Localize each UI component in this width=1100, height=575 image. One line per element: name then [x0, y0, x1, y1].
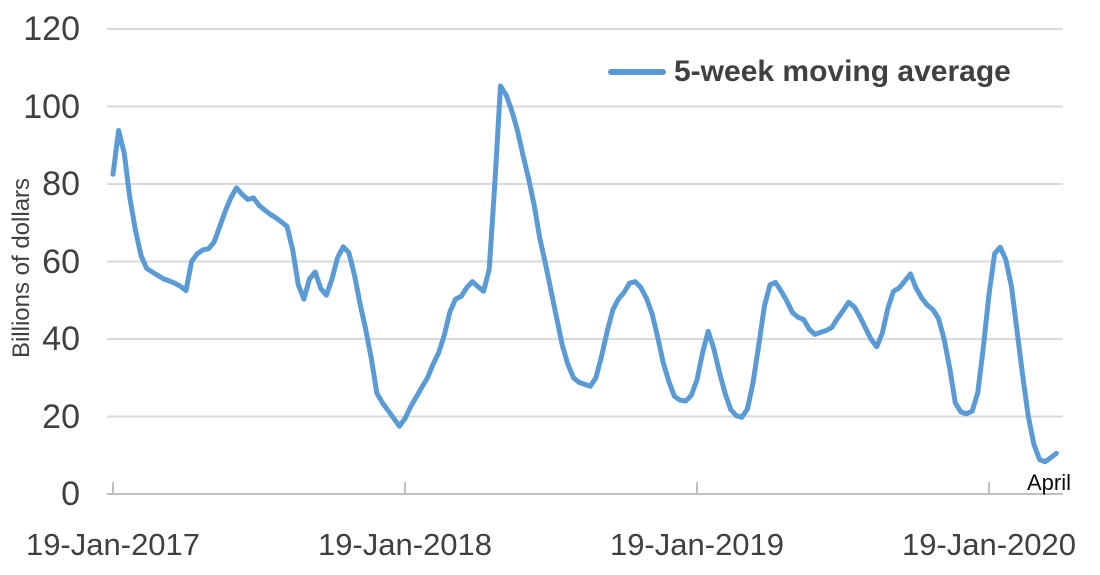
y-tick-label: 100 [23, 87, 80, 126]
y-tick-label: 0 [61, 475, 80, 513]
y-tick-label: 20 [42, 397, 80, 436]
x-tick-label: 19-Jan-2017 [25, 527, 201, 562]
april-annotation: April [1026, 470, 1071, 495]
legend-line-marker [608, 69, 666, 75]
y-tick-label: 120 [23, 10, 80, 48]
y-tick-label: 80 [42, 165, 80, 203]
x-tick-label: 19-Jan-2018 [317, 527, 493, 562]
series-line-5wk-moving-average [110, 83, 1059, 465]
x-tick-label: 19-Jan-2019 [609, 527, 785, 562]
legend: 5-week moving average [608, 52, 1011, 92]
legend-label: 5-week moving average [674, 55, 1011, 88]
y-tick-label: 40 [42, 320, 80, 358]
x-tick-label: 19-Jan-2020 [901, 527, 1077, 562]
y-tick-label: 60 [42, 242, 80, 281]
